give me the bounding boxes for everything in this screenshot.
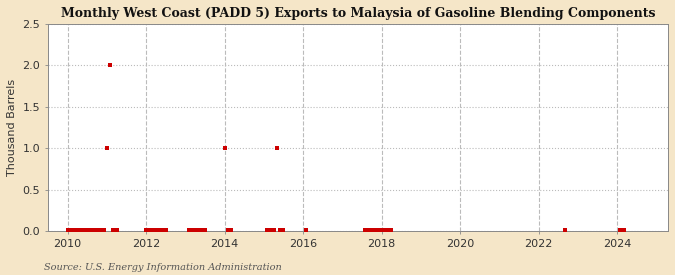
Title: Monthly West Coast (PADD 5) Exports to Malaysia of Gasoline Blending Components: Monthly West Coast (PADD 5) Exports to M… — [61, 7, 655, 20]
Point — [154, 228, 165, 233]
Point — [75, 228, 86, 233]
Point — [376, 228, 387, 233]
Point — [196, 228, 207, 233]
Point — [88, 228, 99, 233]
Point — [190, 228, 200, 233]
Point — [147, 228, 158, 233]
Y-axis label: Thousand Barrels: Thousand Barrels — [7, 79, 17, 176]
Point — [65, 228, 76, 233]
Point — [301, 228, 312, 233]
Point — [72, 228, 83, 233]
Point — [85, 228, 96, 233]
Point — [618, 228, 629, 233]
Point — [160, 228, 171, 233]
Point — [222, 228, 233, 233]
Point — [367, 228, 377, 233]
Point — [363, 228, 374, 233]
Point — [183, 228, 194, 233]
Point — [101, 146, 112, 150]
Point — [111, 228, 122, 233]
Point — [108, 228, 119, 233]
Point — [157, 228, 168, 233]
Point — [225, 228, 236, 233]
Point — [379, 228, 390, 233]
Point — [560, 228, 570, 233]
Point — [615, 228, 626, 233]
Point — [95, 228, 105, 233]
Point — [78, 228, 89, 233]
Point — [193, 228, 204, 233]
Point — [144, 228, 155, 233]
Point — [383, 228, 394, 233]
Point — [278, 228, 289, 233]
Point — [268, 228, 279, 233]
Point — [386, 228, 397, 233]
Point — [219, 146, 230, 150]
Point — [98, 228, 109, 233]
Point — [69, 228, 80, 233]
Point — [140, 228, 151, 233]
Point — [370, 228, 381, 233]
Point — [151, 228, 161, 233]
Point — [262, 228, 273, 233]
Point — [186, 228, 197, 233]
Point — [271, 146, 282, 150]
Point — [360, 228, 371, 233]
Text: Source: U.S. Energy Information Administration: Source: U.S. Energy Information Administ… — [44, 263, 281, 271]
Point — [62, 228, 73, 233]
Point — [92, 228, 103, 233]
Point — [275, 228, 286, 233]
Point — [82, 228, 92, 233]
Point — [200, 228, 211, 233]
Point — [373, 228, 383, 233]
Point — [105, 63, 115, 68]
Point — [265, 228, 275, 233]
